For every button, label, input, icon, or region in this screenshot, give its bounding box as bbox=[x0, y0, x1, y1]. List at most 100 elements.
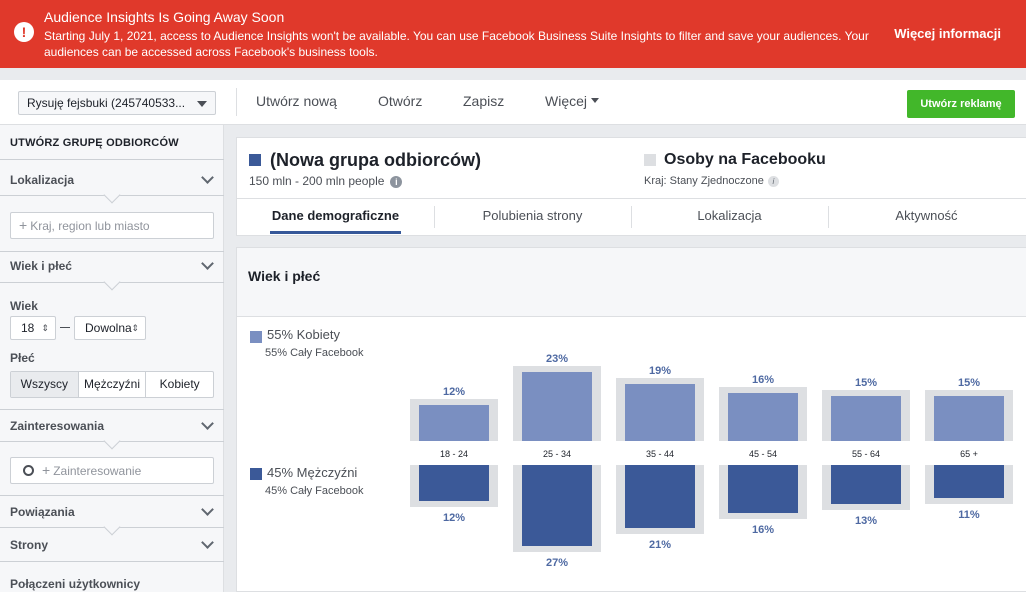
age-category-label: 65 + bbox=[960, 449, 978, 459]
toolbar-divider bbox=[236, 88, 237, 116]
chart-card-header: Wiek i płeć bbox=[237, 248, 1026, 317]
banner-title: Audience Insights Is Going Away Soon bbox=[44, 9, 285, 25]
tab-demographics[interactable]: Dane demograficzne bbox=[271, 208, 400, 223]
age-from-select[interactable]: 18 ⇕ bbox=[10, 316, 56, 340]
interests-placeholder: Zainteresowanie bbox=[53, 464, 142, 478]
age-category-label: 55 - 64 bbox=[852, 449, 880, 459]
interests-input[interactable]: + Zainteresowanie bbox=[10, 457, 214, 484]
tab-separator bbox=[828, 206, 829, 228]
men-bar bbox=[625, 465, 695, 528]
women-value-label: 15% bbox=[855, 377, 877, 389]
women-bar bbox=[522, 372, 592, 441]
banner-text: Starting July 1, 2021, access to Audienc… bbox=[44, 29, 869, 59]
men-value-label: 21% bbox=[649, 539, 671, 551]
plus-icon: + bbox=[42, 462, 51, 478]
facebook-country-text: Kraj: Stany Zjednoczone bbox=[644, 175, 764, 187]
gender-option-all[interactable]: Wszyscy bbox=[11, 372, 79, 397]
facebook-color-swatch bbox=[644, 154, 656, 166]
chevron-down-icon bbox=[201, 257, 214, 270]
location-input[interactable]: + Kraj, region lub miasto bbox=[10, 212, 214, 239]
age-from-value: 18 bbox=[21, 321, 35, 335]
women-value-label: 12% bbox=[443, 386, 465, 398]
section-interests-label: Zainteresowania bbox=[10, 419, 105, 433]
women-value-label: 15% bbox=[958, 377, 980, 389]
axis-band bbox=[410, 441, 1026, 465]
age-to-select[interactable]: Dowolna ⇕ bbox=[74, 316, 146, 340]
men-value-label: 27% bbox=[546, 557, 568, 569]
women-value-label: 23% bbox=[546, 353, 568, 365]
group-color-swatch bbox=[249, 154, 261, 166]
audience-sidebar: UTWÓRZ GRUPĘ ODBIORCÓW Lokalizacja + Kraj… bbox=[0, 125, 224, 592]
section-pages[interactable]: Strony bbox=[0, 530, 224, 560]
info-icon[interactable]: i bbox=[390, 176, 403, 188]
section-connections[interactable]: Powiązania bbox=[0, 497, 224, 527]
tabs-divider bbox=[237, 198, 1026, 199]
gender-segmented-control: Wszyscy Mężczyźni Kobiety bbox=[10, 371, 214, 398]
group-size-text: 150 mln - 200 mln people bbox=[249, 174, 385, 188]
create-new-button[interactable]: Utwórz nową bbox=[256, 93, 337, 109]
men-value-label: 12% bbox=[443, 512, 465, 524]
group-size: 150 mln - 200 mln people i bbox=[249, 174, 403, 188]
toolbar: Rysuję fejsbuki (245740533... Utwórz now… bbox=[0, 80, 1026, 125]
gender-option-women[interactable]: Kobiety bbox=[159, 377, 200, 391]
gender-label: Płeć bbox=[10, 351, 35, 365]
women-facebook-label: 55% Cały Facebook bbox=[265, 347, 364, 359]
men-value-label: 11% bbox=[958, 509, 980, 521]
section-pages-label: Strony bbox=[10, 538, 49, 552]
chevron-down-icon bbox=[197, 101, 207, 107]
men-bar bbox=[831, 465, 901, 504]
caret-down-icon bbox=[591, 98, 600, 103]
sidebar-heading: UTWÓRZ GRUPĘ ODBIORCÓW bbox=[10, 137, 179, 149]
age-gender-chart: 12% 12% 18 - 24 23% 27% 25 - 34 19% 21% 35 - 44 1… bbox=[410, 353, 1026, 569]
age-category-label: 25 - 34 bbox=[543, 449, 571, 459]
section-age-gender[interactable]: Wiek i płeć bbox=[0, 251, 224, 281]
more-info-link[interactable]: Więcej informacji bbox=[894, 26, 1001, 41]
age-category-label: 35 - 44 bbox=[646, 449, 674, 459]
alert-icon: ! bbox=[14, 22, 34, 42]
men-facebook-label: 45% Cały Facebook bbox=[265, 485, 364, 497]
women-legend-swatch bbox=[250, 331, 262, 343]
men-bar bbox=[419, 465, 489, 501]
tab-page-likes[interactable]: Polubienia strony bbox=[482, 208, 583, 223]
active-tab-indicator bbox=[270, 231, 401, 234]
section-connections-label: Powiązania bbox=[10, 505, 75, 519]
gender-option-men[interactable]: Mężczyźni bbox=[79, 372, 147, 397]
info-icon[interactable]: i bbox=[767, 176, 779, 187]
women-bar bbox=[728, 393, 798, 441]
tab-location[interactable]: Lokalizacja bbox=[697, 208, 762, 223]
more-menu-button[interactable]: Więcej bbox=[545, 93, 600, 109]
chevron-down-icon bbox=[201, 536, 214, 549]
women-bar bbox=[934, 396, 1004, 441]
updown-icon: ⇕ bbox=[41, 323, 49, 333]
men-bar bbox=[934, 465, 1004, 498]
chart-title: Wiek i płeć bbox=[248, 268, 321, 284]
section-divider bbox=[0, 159, 224, 160]
age-category-label: 45 - 54 bbox=[749, 449, 777, 459]
age-range-dash bbox=[60, 327, 70, 328]
age-category-label: 18 - 24 bbox=[440, 449, 468, 459]
section-connected-users[interactable]: Połączeni użytkownicy bbox=[0, 569, 224, 592]
open-button[interactable]: Otwórz bbox=[378, 93, 423, 109]
create-ad-button[interactable]: Utwórz reklamę bbox=[907, 90, 1015, 118]
more-menu-label: Więcej bbox=[545, 93, 588, 109]
location-placeholder: Kraj, region lub miasto bbox=[30, 219, 150, 233]
age-to-value: Dowolna bbox=[85, 321, 132, 335]
women-bar bbox=[625, 384, 695, 441]
section-divider bbox=[0, 409, 224, 410]
women-value-label: 19% bbox=[649, 365, 671, 377]
men-bar bbox=[522, 465, 592, 546]
deprecation-banner: ! Audience Insights Is Going Away Soon S… bbox=[0, 0, 1026, 68]
save-button[interactable]: Zapisz bbox=[463, 93, 505, 109]
tab-activity[interactable]: Aktywność bbox=[895, 208, 958, 223]
audience-select[interactable]: Rysuję fejsbuki (245740533... bbox=[18, 91, 216, 115]
section-age-gender-label: Wiek i płeć bbox=[10, 259, 72, 273]
tab-separator bbox=[434, 206, 435, 228]
section-divider bbox=[0, 251, 224, 252]
men-value-label: 16% bbox=[752, 524, 774, 536]
section-location[interactable]: Lokalizacja bbox=[0, 165, 224, 195]
age-label: Wiek bbox=[10, 299, 38, 313]
audience-header-card: (Nowa grupa odbiorców) 150 mln - 200 mln… bbox=[236, 137, 1026, 236]
section-interests[interactable]: Zainteresowania bbox=[0, 411, 224, 441]
search-icon bbox=[23, 465, 34, 476]
men-legend-label: 45% Mężczyźni bbox=[267, 465, 358, 480]
